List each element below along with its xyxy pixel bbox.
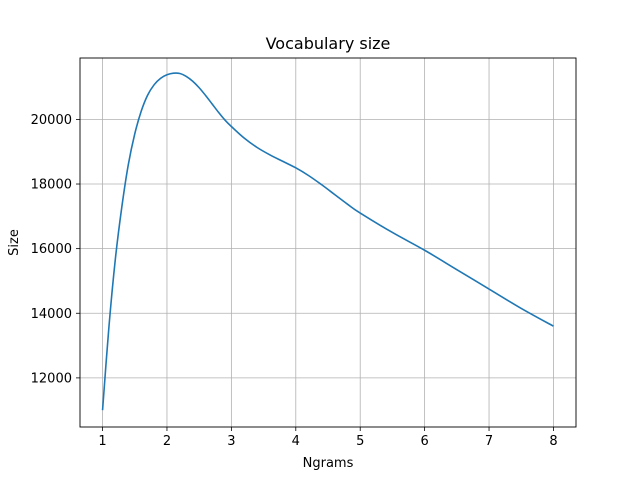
x-axis: 1 2 3 4 5 6 7 8 bbox=[98, 427, 558, 449]
x-tick-label: 1 bbox=[98, 434, 106, 449]
y-tick-label: 20000 bbox=[31, 113, 72, 128]
x-tick-label: 7 bbox=[485, 434, 493, 449]
series-line bbox=[101, 72, 554, 411]
x-tick-label: 6 bbox=[420, 434, 428, 449]
x-tick-label: 3 bbox=[227, 434, 235, 449]
y-tick-label: 14000 bbox=[31, 307, 72, 322]
x-axis-label: Ngrams bbox=[303, 456, 354, 471]
x-tick-label: 8 bbox=[549, 434, 557, 449]
y-axis: 12000 14000 16000 18000 20000 bbox=[31, 113, 80, 386]
y-axis-label: Size bbox=[7, 229, 22, 256]
x-tick-label: 2 bbox=[163, 434, 171, 449]
x-tick-label: 5 bbox=[356, 434, 364, 449]
grid-lines bbox=[80, 58, 576, 427]
y-tick-label: 12000 bbox=[31, 371, 72, 386]
chart-title: Vocabulary size bbox=[266, 34, 391, 53]
plot-frame bbox=[79, 57, 577, 428]
y-tick-label: 18000 bbox=[31, 178, 72, 193]
y-tick-label: 16000 bbox=[31, 242, 72, 257]
x-tick-label: 4 bbox=[292, 434, 300, 449]
